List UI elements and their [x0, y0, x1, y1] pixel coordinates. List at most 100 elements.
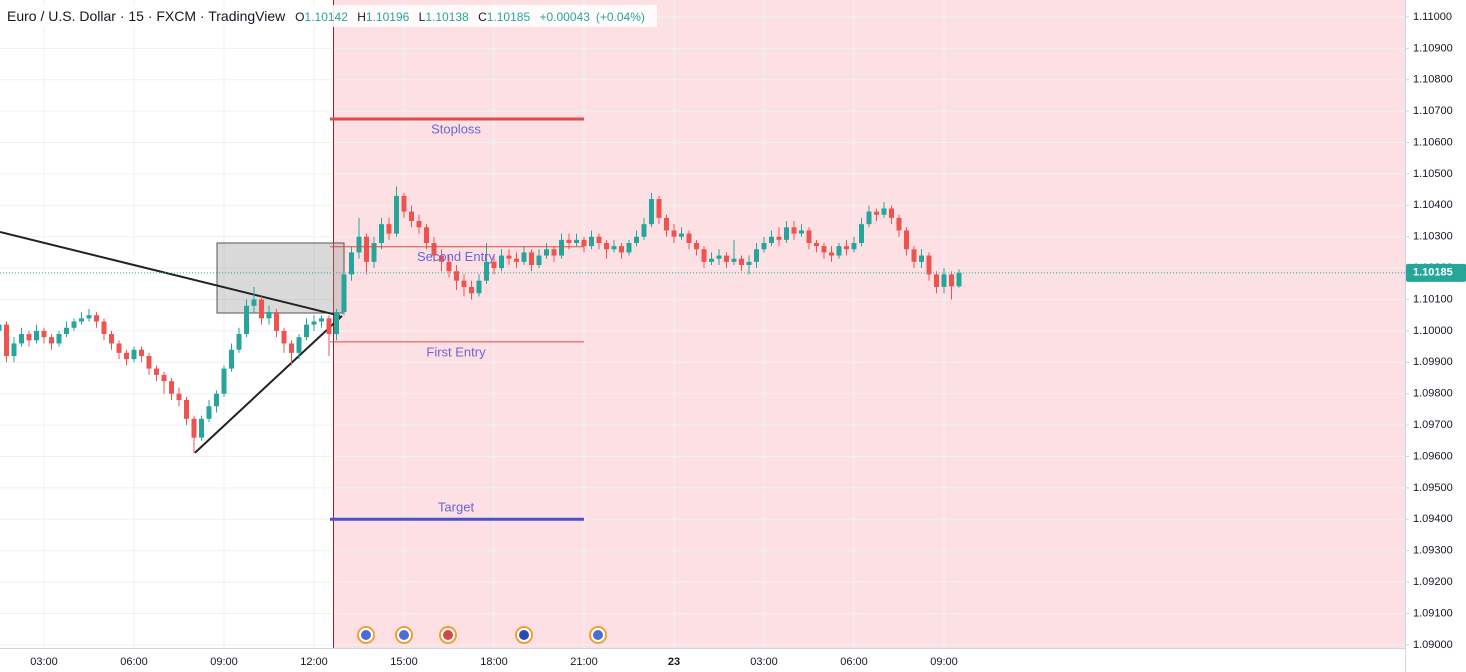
candle-body: [409, 211, 414, 222]
candle-body: [0, 324, 2, 331]
candle-body: [356, 236, 362, 253]
trend-line: [194, 315, 343, 454]
candle-body: [581, 239, 587, 247]
candle-body: [461, 280, 467, 287]
candle-body: [116, 343, 122, 353]
candle-body: [551, 249, 557, 256]
candle-body: [926, 255, 932, 275]
candle-body: [424, 227, 429, 243]
candle-body: [679, 233, 684, 237]
candle-body: [821, 246, 827, 253]
candle-body: [79, 318, 84, 322]
candle-body: [611, 246, 617, 250]
candle-body: [41, 330, 47, 338]
ohlc-value: 1.10142: [304, 10, 348, 24]
last-price-label: 1.10185: [1413, 267, 1453, 279]
y-tick-label: 1.09600: [1413, 450, 1453, 462]
candle-body: [949, 274, 954, 287]
candle-body: [86, 315, 92, 319]
candle-body: [596, 236, 602, 243]
y-tick-label: 1.10300: [1413, 231, 1453, 243]
candle-body: [394, 195, 399, 234]
candle-body: [641, 224, 647, 237]
candle-body: [574, 239, 579, 243]
y-tick-label: 1.10000: [1413, 325, 1453, 337]
candle-body: [71, 321, 77, 328]
candle-body: [814, 243, 819, 247]
level-label: Target: [438, 500, 475, 515]
candle-body: [259, 299, 264, 319]
candle-body: [476, 280, 482, 294]
candle-body: [499, 255, 504, 269]
candle-body: [214, 393, 219, 407]
x-tick-label: 03:00: [750, 656, 778, 668]
candle-body: [731, 258, 737, 262]
ohlc-key: O: [295, 10, 305, 24]
candle-body: [334, 312, 339, 335]
y-tick-label: 1.11000: [1413, 11, 1452, 23]
candle-body: [109, 334, 114, 344]
candle-body: [11, 343, 17, 357]
candle-body: [206, 406, 212, 419]
candle-body: [529, 252, 534, 265]
candle-body: [859, 224, 864, 243]
candle-body: [686, 233, 692, 243]
candle-body: [506, 255, 512, 259]
candle-body: [866, 211, 872, 225]
candle-body: [776, 236, 782, 240]
candle-body: [784, 227, 789, 240]
candle-body: [559, 239, 564, 256]
candle-body: [386, 224, 392, 234]
candle-body: [754, 249, 759, 262]
change-pct: (+0.04%): [595, 10, 645, 24]
ohlc-key: H: [357, 10, 366, 24]
candle-body: [416, 221, 422, 228]
candle-body: [589, 236, 594, 247]
time-axis: [0, 648, 1405, 672]
y-tick-label: 1.09900: [1413, 356, 1453, 368]
change: +0.00043: [539, 10, 590, 24]
candle-body: [491, 261, 497, 269]
ohlc-key: C: [478, 10, 487, 24]
candle-body: [229, 349, 234, 369]
candle-body: [221, 368, 227, 394]
ohlc-key: L: [418, 10, 426, 24]
x-tick-label: 06:00: [120, 656, 148, 668]
forecast-region: [333, 0, 1405, 648]
candle-body: [244, 305, 249, 335]
candle-body: [881, 208, 887, 215]
candle-body: [101, 321, 107, 335]
candle-body: [919, 255, 924, 262]
candle-body: [844, 246, 849, 250]
candle-body: [364, 236, 369, 262]
level-label: Stoploss: [431, 121, 481, 136]
candle-body: [469, 286, 474, 294]
candle-body: [19, 334, 24, 344]
candle-body: [664, 217, 669, 231]
y-tick-label: 1.09000: [1413, 639, 1453, 651]
candle-body: [934, 274, 939, 287]
event-icon-flag: [519, 630, 529, 640]
candle-body: [851, 243, 857, 250]
candle-body: [619, 246, 624, 253]
candle-body: [911, 249, 917, 262]
candle-body: [154, 368, 159, 375]
candle-body: [896, 217, 902, 231]
y-tick-label: 1.09500: [1413, 482, 1453, 494]
y-tick-label: 1.09700: [1413, 419, 1453, 431]
last-price-tag: [1406, 263, 1466, 282]
x-tick-label: 18:00: [480, 656, 508, 668]
candle-body: [799, 230, 804, 234]
candle-body: [724, 255, 729, 262]
candle-body: [544, 249, 549, 256]
ohlc: O1.10142 H1.10196 L1.10138 C1.10185 +0.0…: [295, 10, 651, 24]
candle-body: [806, 230, 812, 243]
x-tick-label: 23: [668, 656, 680, 668]
level-label: Second Entry: [417, 249, 496, 264]
chart-header: Euro / U.S. Dollar · 15 · FXCM · Trading…: [0, 5, 657, 27]
candle-body: [34, 330, 39, 341]
candle-body: [371, 243, 377, 262]
x-tick-label: 15:00: [390, 656, 418, 668]
candle-body: [64, 327, 69, 335]
